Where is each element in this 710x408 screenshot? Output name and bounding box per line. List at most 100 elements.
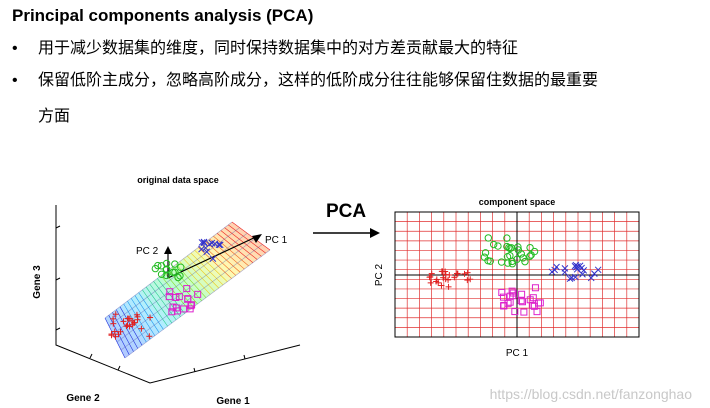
point-square <box>517 297 525 305</box>
point-square <box>536 299 544 307</box>
right-ylabel: PC 2 <box>374 263 385 286</box>
watermark: https://blog.csdn.net/fanzonghao <box>489 386 692 402</box>
point-x <box>200 238 208 246</box>
point-circle <box>508 260 517 268</box>
page-title: Principal components analysis (PCA) <box>12 6 314 25</box>
point-x <box>566 275 574 283</box>
point-square <box>165 293 173 301</box>
point-circle <box>157 270 166 278</box>
point-square <box>509 292 517 300</box>
point-circle <box>177 263 185 271</box>
plane-line <box>183 258 215 292</box>
plane-line <box>142 289 168 327</box>
plane-line <box>116 238 255 343</box>
plane-line <box>149 283 177 321</box>
plane-line <box>145 286 173 324</box>
point-square <box>508 287 516 295</box>
bullet-item-2-continuation: 方面 <box>38 108 71 125</box>
point-square <box>183 285 191 293</box>
point-x <box>548 268 556 276</box>
point-x <box>211 240 219 248</box>
point-circle <box>484 234 493 242</box>
point-x <box>572 261 580 269</box>
point-x <box>590 270 598 277</box>
pc2-vector <box>164 246 172 278</box>
point-square <box>172 304 180 312</box>
point-square <box>498 288 506 296</box>
plane-line <box>160 275 190 311</box>
point-square <box>529 301 537 309</box>
point-circle <box>526 252 534 260</box>
point-circle <box>480 253 489 261</box>
point-x <box>206 240 214 248</box>
right-title: component space <box>479 197 556 207</box>
axis-frame <box>55 205 301 384</box>
gene3-label: Gene 3 <box>32 265 43 299</box>
point-square <box>186 305 194 313</box>
point-square <box>520 308 528 316</box>
point-circle <box>174 273 182 282</box>
point-x <box>209 255 217 262</box>
point-x <box>572 273 579 281</box>
plane-line <box>194 250 228 282</box>
point-circle <box>514 243 522 251</box>
plane-line <box>134 295 160 333</box>
point-x <box>216 241 224 249</box>
gene1-label: Gene 1 <box>216 396 250 407</box>
point-circle <box>486 257 494 265</box>
point-circle <box>519 254 527 262</box>
plane-line <box>130 298 156 336</box>
point-circle <box>526 243 534 252</box>
pca-arrow-label: PCA <box>326 201 366 222</box>
point-x <box>198 239 206 246</box>
plane-line <box>179 261 211 295</box>
pc1-label: PC 1 <box>265 235 288 246</box>
point-square <box>529 294 537 302</box>
point-circle <box>506 251 514 260</box>
bullet-text: 保留低阶主成分，忽略高阶成分，这样的低阶成分往往能够保留住数据的最重要 <box>38 72 599 89</box>
bullet-dot: • <box>12 72 18 89</box>
point-square <box>184 295 192 303</box>
plane-line <box>190 252 224 286</box>
plane-line <box>224 227 262 257</box>
plane-line <box>216 233 254 263</box>
point-x <box>215 241 223 249</box>
left-data-points <box>108 238 224 340</box>
bullet-dot: • <box>12 40 18 57</box>
point-circle <box>162 265 171 273</box>
point-circle <box>530 247 539 256</box>
point-square <box>194 290 202 298</box>
point-circle <box>171 268 179 276</box>
point-circle <box>494 242 502 250</box>
plane-line <box>205 241 241 273</box>
point-square <box>531 284 539 292</box>
point-x <box>587 274 595 282</box>
point-x <box>561 268 568 276</box>
point-circle <box>514 246 523 254</box>
point-square <box>188 301 196 309</box>
point-square <box>511 308 519 316</box>
point-circle <box>481 249 490 257</box>
plane-line <box>231 221 271 251</box>
point-square <box>168 308 176 316</box>
point-circle <box>504 259 512 267</box>
point-circle <box>171 260 179 268</box>
point-square <box>518 298 526 306</box>
plane-line <box>172 266 202 302</box>
plane-line <box>120 244 263 351</box>
point-square <box>166 288 174 296</box>
point-x <box>198 245 205 253</box>
point-circle <box>521 257 529 266</box>
point-square <box>172 293 180 301</box>
point-x <box>579 270 586 278</box>
point-x <box>578 264 585 272</box>
point-circle <box>506 244 514 253</box>
right-data-points <box>426 234 602 316</box>
point-square <box>500 301 508 309</box>
plane-line <box>198 247 232 279</box>
point-circle <box>151 264 160 273</box>
point-circle <box>503 234 511 242</box>
point-square <box>504 299 512 307</box>
gene2-label: Gene 2 <box>66 393 100 404</box>
